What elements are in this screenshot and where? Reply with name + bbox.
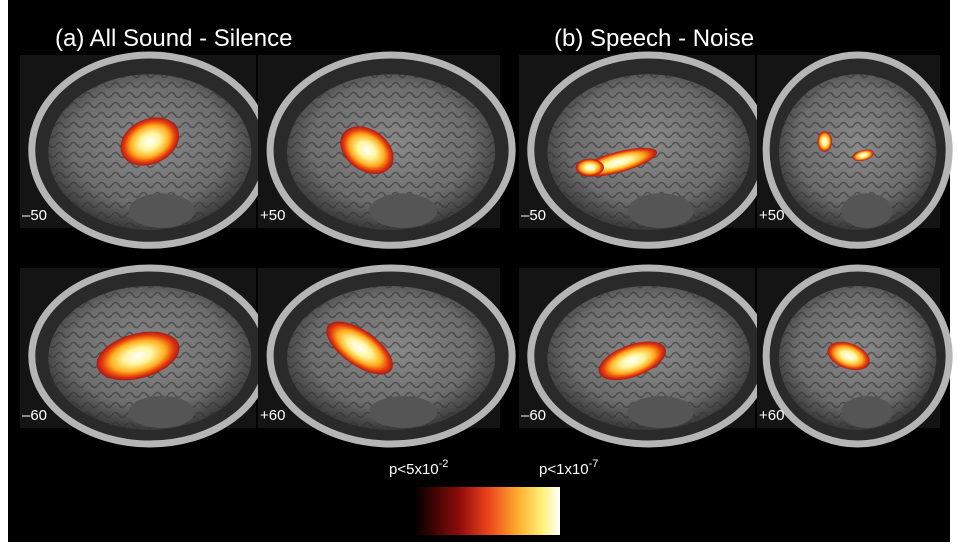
panel-title: (a) All Sound - Silence	[55, 25, 292, 52]
slice-label: +60	[260, 407, 285, 424]
cerebellum	[841, 396, 892, 428]
cerebellum	[628, 193, 694, 228]
brain-slice: +50	[258, 55, 512, 245]
colorbar	[414, 487, 560, 535]
brain-slice: –50	[519, 55, 767, 245]
panel-title: (b) Speech - Noise	[554, 25, 754, 52]
slice-label: +60	[759, 407, 784, 424]
cerebellum	[369, 193, 437, 228]
figure: (a) All Sound - Silence –50 +50 –60 +60 (b) S…	[0, 0, 958, 542]
slice-label: +50	[260, 207, 285, 224]
brain-slice: +60	[757, 268, 949, 444]
cerebellum	[129, 396, 195, 428]
colorbar-high-base: p<1x10	[539, 461, 589, 478]
brain-slice: +60	[258, 268, 512, 444]
slice-label: –60	[521, 407, 546, 424]
brain-slice: –60	[519, 268, 767, 444]
activation	[576, 159, 604, 176]
colorbar-low-base: p<5x10	[389, 461, 439, 478]
slice-label: –60	[22, 407, 47, 424]
cerebellum	[129, 193, 195, 228]
colorbar-low-exponent: -2	[439, 458, 449, 470]
cerebellum	[628, 396, 694, 428]
brain-slice: +50	[757, 55, 949, 245]
cerebellum	[369, 396, 437, 428]
slice-label: –50	[22, 207, 47, 224]
brain-slice: –50	[20, 55, 268, 245]
colorbar-high-exponent: -7	[589, 458, 599, 470]
cerebellum	[841, 193, 892, 228]
slice-label: –50	[521, 207, 546, 224]
brain-slice: –60	[20, 268, 268, 444]
slice-label: +50	[759, 207, 784, 224]
activation	[817, 131, 832, 152]
